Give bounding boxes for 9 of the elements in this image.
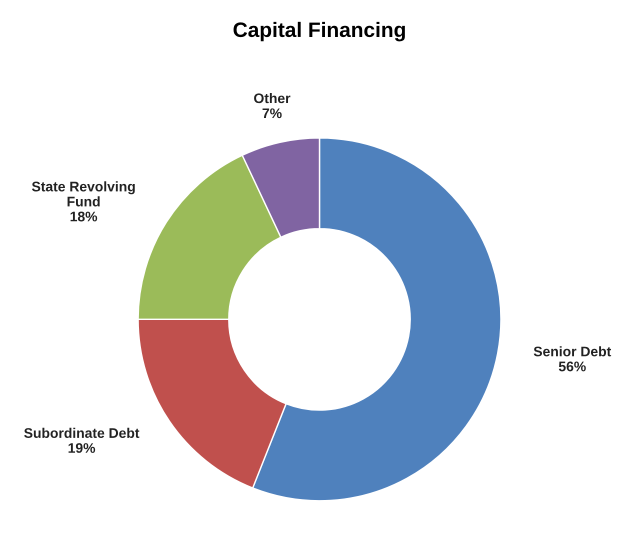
slice-label: Other: [254, 92, 290, 104]
data-label: 7%: [262, 108, 282, 118]
chart-title: Capital Financing: [234, 22, 405, 42]
data-label: 19%: [68, 443, 96, 453]
slice-label: Senior Debt: [534, 346, 612, 356]
slice-label: State Revolving Fund: [32, 181, 135, 206]
slice-label: Subordinate Debt: [24, 428, 140, 438]
data-label: 18%: [70, 212, 98, 222]
data-label: 56%: [558, 362, 586, 372]
